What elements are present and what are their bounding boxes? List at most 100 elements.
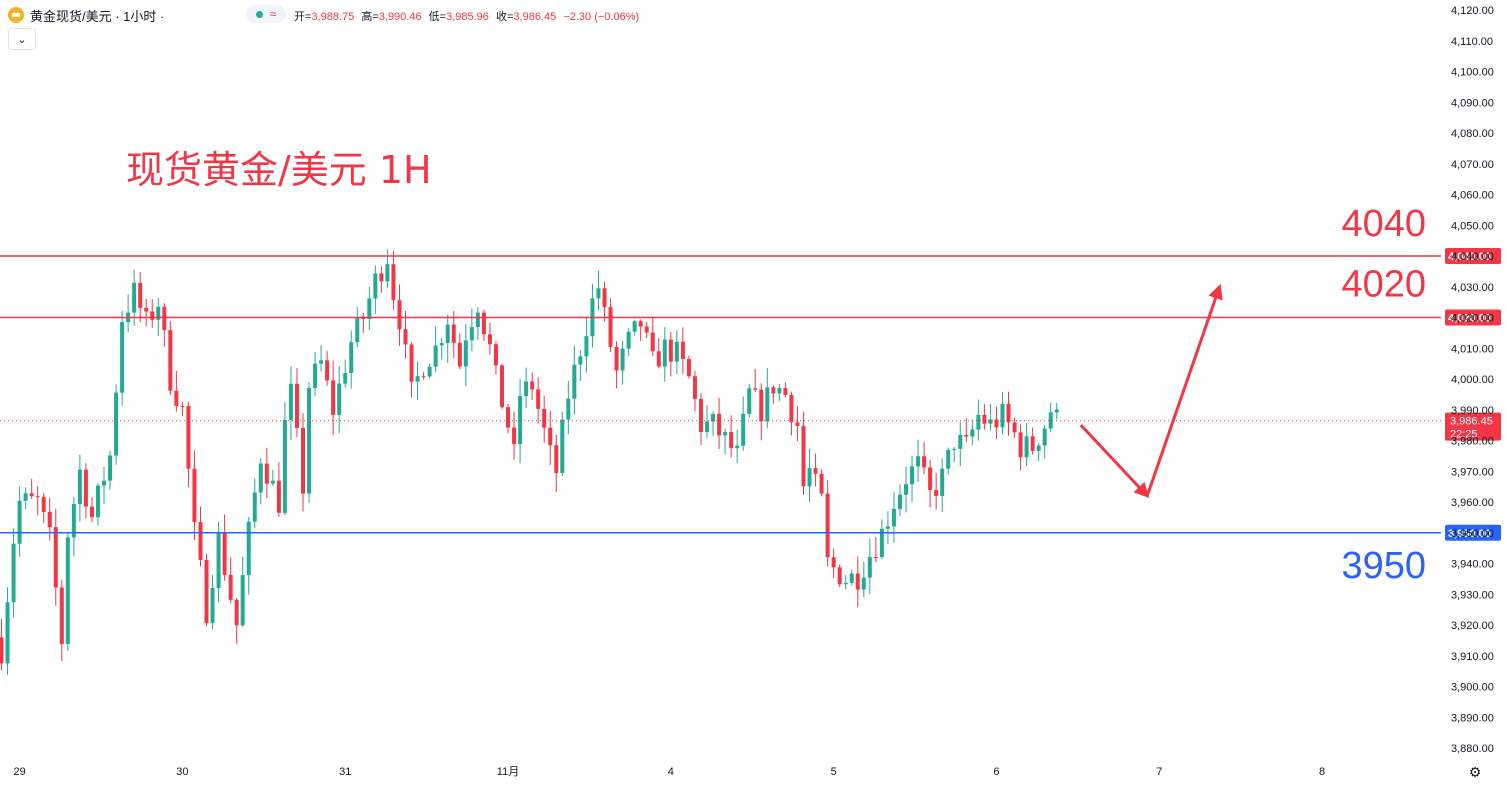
candle-body [379, 273, 384, 282]
low-value: 3,985.96 [446, 11, 489, 23]
candle [662, 327, 667, 382]
candle [234, 598, 239, 644]
symbol-title[interactable]: 黄金现货/美元 · 1小时 · [30, 8, 165, 24]
candle-body [849, 573, 854, 583]
candle-body [542, 408, 547, 428]
candle [162, 303, 167, 347]
candle-body [258, 463, 263, 493]
candle-body [180, 406, 185, 408]
candle-body [879, 528, 884, 558]
candle [445, 314, 450, 363]
candle [0, 618, 4, 671]
status-pill[interactable]: ≈ [246, 5, 286, 23]
candle-body [638, 321, 643, 327]
candle [910, 455, 915, 502]
candle [481, 309, 486, 341]
candle-body [150, 311, 155, 320]
symbol-header[interactable]: 黄金现货/美元 · 1小时 · [8, 6, 164, 24]
candle-body [252, 492, 257, 522]
candle-body [415, 376, 420, 382]
low-label: 低= [428, 11, 447, 23]
current-price-tag[interactable] [1445, 412, 1501, 441]
collapse-button[interactable]: ⌄ [8, 28, 36, 50]
candle [325, 350, 330, 386]
candle [294, 368, 299, 438]
candle-body [952, 448, 957, 450]
candle [964, 418, 969, 442]
annotations: 4040 4020 3950 现货黄金/美元 1H [126, 148, 1426, 587]
candle-body [264, 463, 269, 484]
resistance-4020-annotation: 4020 [1341, 264, 1426, 306]
candle [361, 312, 366, 333]
candle [524, 367, 529, 409]
candle-body [988, 419, 993, 424]
candle-body [144, 307, 149, 312]
candle [77, 454, 82, 522]
candle-body [83, 469, 88, 507]
candle [132, 269, 137, 326]
candle-body [397, 300, 402, 330]
candle-body [753, 388, 758, 390]
candle-body [620, 348, 625, 371]
wave-icon: ≈ [269, 7, 277, 21]
candle-body [656, 351, 661, 367]
candle [819, 469, 824, 497]
candle [928, 459, 933, 508]
forecast-arrow [1145, 283, 1223, 497]
candle [47, 497, 52, 541]
gear-icon[interactable]: ⚙ [1468, 764, 1482, 780]
candle [17, 486, 22, 557]
support-3950-annotation: 3950 [1341, 545, 1426, 587]
high-label: 高= [361, 11, 379, 23]
y-tick-label: 4,030.00 [1451, 282, 1494, 294]
candle-body [319, 360, 324, 364]
candle-body [475, 312, 480, 328]
candle-body [674, 341, 679, 362]
candle-body [331, 380, 336, 415]
candle [216, 521, 221, 603]
candle-body [234, 599, 239, 626]
candle-body [487, 334, 492, 345]
candle [789, 391, 794, 436]
candle-body [228, 574, 233, 600]
candle-body [717, 413, 722, 436]
candle-body [608, 307, 613, 348]
candle [23, 487, 28, 510]
candle [946, 447, 951, 475]
candle [940, 458, 945, 513]
candle-body [108, 455, 113, 481]
candle-body [650, 332, 655, 352]
candle-body [964, 434, 969, 437]
x-tick-label: 5 [831, 766, 837, 778]
candle [548, 410, 553, 466]
candle [427, 363, 432, 379]
candle-body [928, 467, 933, 490]
candle [282, 401, 287, 516]
price-axis[interactable]: 4,120.00 4,110.00 4,100.00 4,090.00 4,080.00… [1451, 5, 1494, 755]
candle-body [680, 341, 685, 360]
candle-body [11, 543, 16, 603]
candle-body [337, 383, 342, 415]
time-axis[interactable]: 29 30 31 11月 4 5 6 7 8 [13, 766, 1325, 778]
candle [307, 382, 312, 503]
candle-body [240, 575, 245, 626]
candle [5, 587, 10, 675]
candle [879, 519, 884, 560]
close-value: 3,986.45 [513, 11, 557, 23]
resistance-4040-annotation: 4040 [1341, 203, 1426, 245]
y-tick-label: 4,020.00 [1451, 313, 1494, 325]
candle [126, 294, 131, 333]
candle-body [789, 394, 794, 423]
candle [198, 506, 203, 567]
support-3950-tag-label: 3,950.00 [1448, 528, 1491, 540]
candle [457, 333, 462, 370]
candle-body [632, 321, 637, 332]
candle-body [138, 282, 143, 308]
candle [391, 250, 396, 310]
candle-body [867, 556, 872, 578]
x-tick-label: 7 [1156, 766, 1162, 778]
candle [542, 395, 547, 443]
candle-body [270, 480, 275, 484]
